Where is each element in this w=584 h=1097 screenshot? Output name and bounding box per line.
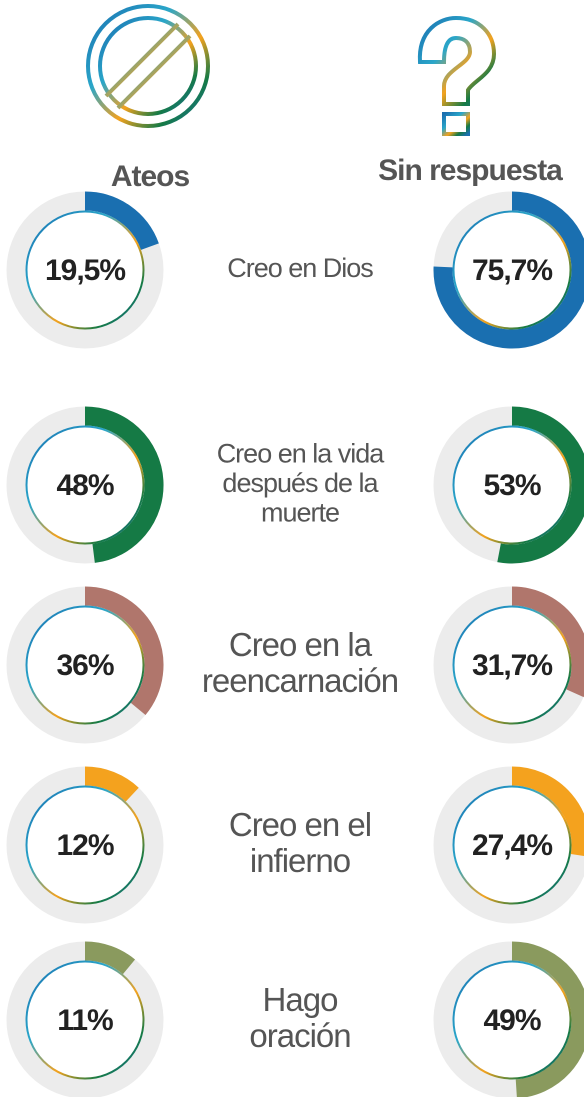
donut-center — [25, 210, 145, 330]
donut-arc — [511, 766, 584, 856]
donut-arc — [511, 586, 584, 698]
donut-arc — [84, 191, 159, 251]
donut-arc — [84, 941, 136, 975]
statement: Creo en la vida después de la muerte — [217, 438, 386, 527]
donut-center — [452, 605, 572, 725]
statement-line: Hago — [263, 981, 338, 1018]
statement-line: Creo en Dios — [227, 253, 373, 283]
value-label: 53% — [483, 469, 540, 502]
donut-arc — [497, 406, 584, 564]
value-label: 49% — [483, 1004, 540, 1037]
value-label: 31,7% — [472, 649, 552, 682]
donut-center — [25, 785, 145, 905]
question-icon — [417, 15, 497, 136]
value-label: 11% — [57, 1004, 113, 1037]
statement: Creo en la reencarnación — [202, 626, 398, 699]
statement: Creo en Dios — [227, 253, 373, 283]
value-label: 75,7% — [472, 254, 552, 287]
statement: Creo en el infierno — [229, 806, 371, 879]
donut-center — [452, 425, 572, 545]
statement-line: después de la — [222, 468, 379, 498]
statement-line: reencarnación — [202, 662, 398, 699]
value-label: 36% — [56, 649, 113, 682]
value-label: 48% — [56, 469, 113, 502]
column-header: Sin respuesta — [378, 154, 563, 187]
value-label: 12% — [56, 829, 113, 862]
statement-line: infierno — [250, 842, 350, 879]
statement: Hago oración — [249, 981, 350, 1054]
statement-line: Creo en la vida — [217, 438, 386, 468]
donut-center — [452, 785, 572, 905]
donut-arc — [84, 406, 164, 563]
donut-center — [452, 960, 572, 1080]
value-label: 27,4% — [472, 829, 552, 862]
donut-arc — [433, 191, 584, 349]
donut-center — [452, 210, 572, 330]
donut-arc — [84, 586, 164, 716]
statement-line: Creo en la — [229, 626, 373, 663]
column-header: Ateos — [111, 160, 190, 193]
donut-arc — [84, 766, 139, 802]
donut-center — [25, 960, 145, 1080]
ateos-icon — [86, 4, 210, 128]
statement-line: muerte — [261, 498, 339, 528]
donut-center — [25, 605, 145, 725]
statement-line: oración — [249, 1017, 350, 1054]
donut-arc — [511, 941, 584, 1097]
donut-center — [25, 425, 145, 545]
statement-line: Creo en el — [229, 806, 371, 843]
value-label: 19,5% — [45, 254, 125, 287]
